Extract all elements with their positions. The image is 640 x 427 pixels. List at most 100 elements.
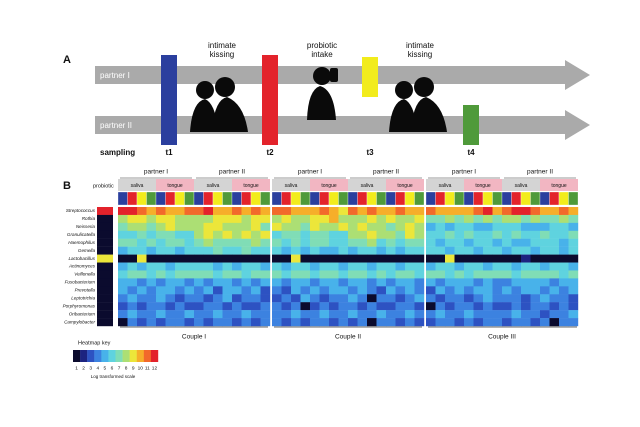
couple-label: Couple III [488, 334, 516, 341]
heat-cell [319, 310, 330, 319]
site-band [348, 179, 386, 191]
heat-cell [127, 286, 138, 295]
heat-cell [213, 278, 223, 287]
heat-cell [483, 207, 493, 216]
event-label: probiotic [307, 41, 337, 50]
drinking-silhouette [307, 67, 338, 120]
heat-cell [367, 254, 377, 263]
heat-cell [329, 230, 339, 239]
heat-cell [395, 294, 406, 303]
heat-cell [386, 207, 396, 216]
heat-cell [118, 294, 128, 303]
heat-cell [357, 254, 368, 263]
heat-cell [222, 230, 233, 239]
heat-cell [559, 310, 569, 319]
heat-cell [473, 310, 484, 319]
heat-cell [435, 254, 446, 263]
heat-cell [376, 246, 387, 255]
heat-cell [291, 318, 301, 327]
heat-cell [156, 278, 166, 287]
heat-cell [156, 302, 166, 311]
heat-cell [376, 318, 387, 327]
time-header [395, 191, 406, 206]
heat-cell [357, 262, 368, 271]
heat-cell [260, 238, 271, 247]
heat-cell [502, 246, 512, 255]
heat-cell [184, 286, 195, 295]
heat-cell [232, 246, 242, 255]
heat-cell [386, 318, 396, 327]
heat-cell [156, 310, 166, 319]
heat-cell [272, 286, 282, 295]
heat-cell [502, 214, 512, 224]
heat-cell [395, 302, 406, 311]
heat-cell [405, 207, 415, 216]
heat-cell [492, 230, 503, 239]
heat-cell [348, 270, 358, 279]
heat-cell [376, 270, 387, 279]
heat-cell [310, 246, 320, 255]
heat-cell [511, 262, 522, 271]
heat-cell [291, 207, 301, 216]
heat-cell [414, 302, 425, 311]
heat-cell [530, 310, 541, 319]
heat-cell [521, 207, 531, 216]
heat-cell [241, 310, 252, 319]
heat-cell [492, 238, 503, 247]
probiotic-cell [97, 278, 113, 287]
heat-cell [386, 214, 396, 224]
heat-cell [175, 262, 185, 271]
heat-cell [405, 246, 415, 255]
heat-cell [492, 207, 503, 216]
timepoint-label: t1 [165, 148, 173, 157]
heat-cell [357, 230, 368, 239]
heat-cell [184, 214, 195, 224]
heat-cell [405, 214, 415, 224]
probiotic-cell [97, 238, 113, 247]
heat-cell [483, 254, 493, 263]
heat-cell [559, 302, 569, 311]
heat-cell [338, 310, 349, 319]
heat-cell [127, 262, 138, 271]
heat-cell [222, 294, 233, 303]
partner-label: partner I [298, 169, 322, 176]
heat-cell [549, 310, 560, 319]
heat-cell [426, 294, 436, 303]
genus-label: Rothia [82, 216, 96, 221]
heat-cell [357, 318, 368, 327]
genus-label: Gemella [78, 248, 96, 253]
heat-cell [175, 310, 185, 319]
heat-cell [175, 270, 185, 279]
heat-cell [530, 286, 541, 295]
heat-cell [405, 238, 415, 247]
heat-cell [464, 222, 474, 231]
heat-cell [530, 262, 541, 271]
heat-cell [376, 310, 387, 319]
heat-cell [473, 262, 484, 271]
heat-cell [194, 278, 204, 287]
heat-cell [329, 310, 339, 319]
heat-cell [165, 230, 176, 239]
heat-cell [435, 286, 446, 295]
heat-cell [521, 214, 531, 224]
heat-cell [559, 286, 569, 295]
heat-cell [414, 262, 425, 271]
time-header [404, 191, 415, 206]
heat-cell [232, 270, 242, 279]
heat-cell [272, 222, 282, 231]
heat-cell [291, 294, 301, 303]
heat-cell [426, 254, 436, 263]
heat-cell [146, 222, 157, 231]
heat-cell [156, 230, 166, 239]
heat-cell [251, 286, 261, 295]
heat-cell [146, 238, 157, 247]
heat-cell [445, 246, 455, 255]
heat-cell [203, 230, 214, 239]
heat-cell [251, 278, 261, 287]
heat-cell [338, 246, 349, 255]
heat-cell [473, 222, 484, 231]
heat-cell [281, 214, 292, 224]
heat-cell [329, 207, 339, 216]
heat-cell [213, 222, 223, 231]
heat-cell [386, 310, 396, 319]
